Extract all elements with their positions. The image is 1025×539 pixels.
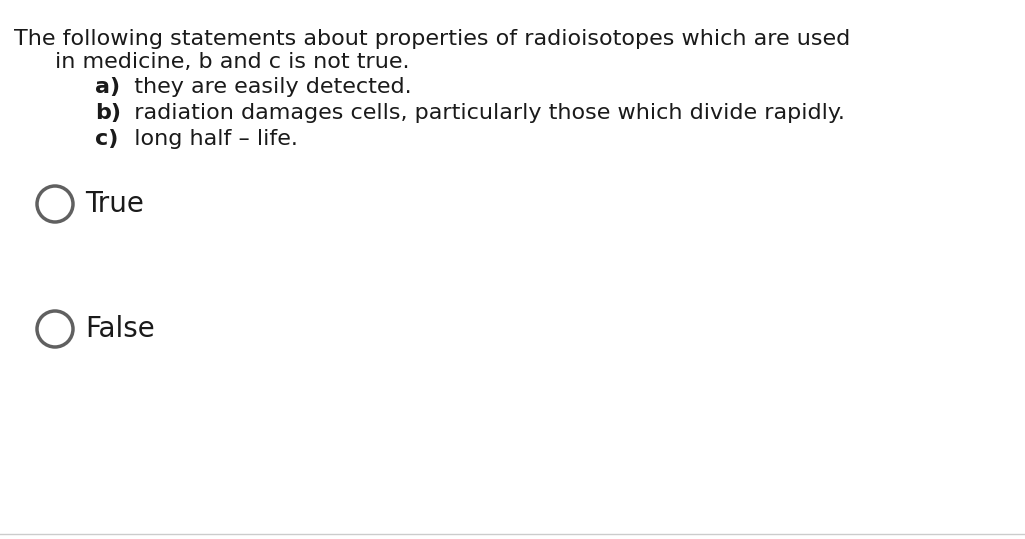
Text: c): c) — [95, 129, 118, 149]
Text: radiation damages cells, particularly those which divide rapidly.: radiation damages cells, particularly th… — [120, 103, 845, 123]
Text: b): b) — [95, 103, 121, 123]
Text: in medicine, b and c is not true.: in medicine, b and c is not true. — [55, 52, 410, 72]
Text: a): a) — [95, 77, 120, 97]
Text: False: False — [85, 315, 155, 343]
Text: True: True — [85, 190, 144, 218]
Text: The following statements about properties of radioisotopes which are used: The following statements about propertie… — [14, 29, 851, 49]
Text: they are easily detected.: they are easily detected. — [120, 77, 412, 97]
Text: long half – life.: long half – life. — [120, 129, 298, 149]
